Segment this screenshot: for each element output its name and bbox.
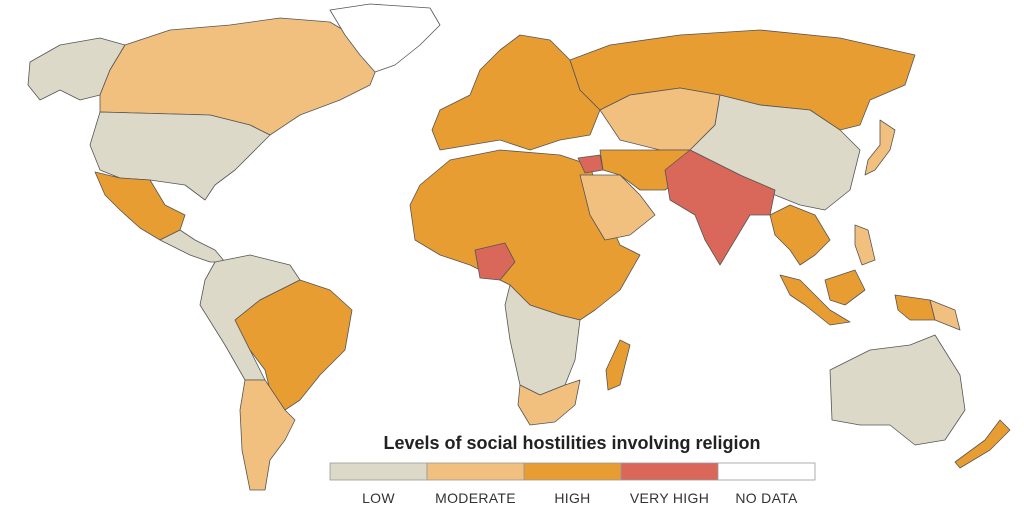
japan [864,119,896,176]
indonesia [779,274,851,326]
nigeria [474,242,516,281]
central-america [159,229,226,263]
brazil [234,279,353,411]
legend-label: LOW [362,490,395,506]
australia [829,334,966,446]
legend: LOW MODERATE HIGH VERY HIGH NO DATA [329,462,816,506]
legend-label: HIGH [554,490,590,506]
canada [99,17,381,136]
india [664,149,776,266]
legend-label: MODERATE [435,490,516,506]
madagascar [605,339,631,391]
legend-label: VERY HIGH [630,490,709,506]
united-states [89,111,271,201]
papua-new-guinea [929,299,961,331]
borneo [824,269,866,306]
regions [27,3,1011,491]
south-africa [517,379,581,426]
arabia [579,174,656,241]
new-guinea [894,294,936,321]
legend-title: Levels of social hostilities involving r… [383,433,760,453]
greenland [329,3,441,73]
legend-swatch [523,462,622,481]
legend-swatch [329,462,428,481]
new-zealand [954,419,1011,469]
legend-label: NO DATA [735,490,798,506]
argentina [239,379,296,491]
legend-swatch [717,462,816,481]
legend-swatch [426,462,525,481]
legend-swatch [620,462,719,481]
north-africa [409,149,641,321]
philippines [854,224,876,266]
europe [431,34,601,151]
southeast-asia [769,204,831,266]
